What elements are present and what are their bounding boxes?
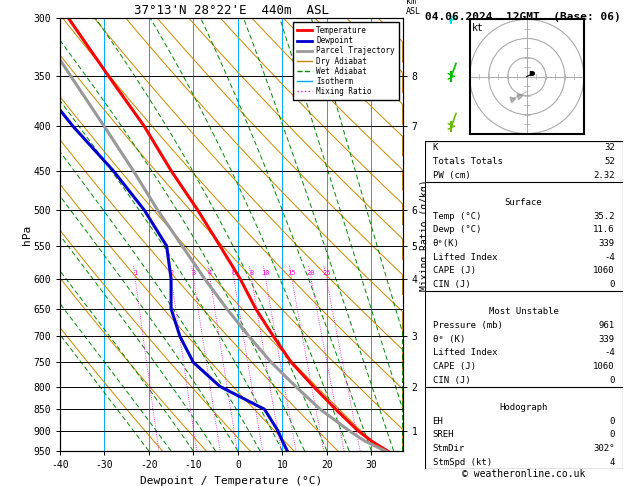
- Text: 52: 52: [604, 157, 615, 166]
- Title: 37°13'N 28°22'E  440m  ASL: 37°13'N 28°22'E 440m ASL: [133, 4, 329, 17]
- Y-axis label: Mixing Ratio (g/kg): Mixing Ratio (g/kg): [420, 179, 430, 291]
- Text: 2: 2: [169, 270, 174, 276]
- Text: Hodograph: Hodograph: [499, 403, 548, 412]
- Text: Pressure (mb): Pressure (mb): [433, 321, 503, 330]
- Text: Lifted Index: Lifted Index: [433, 253, 497, 261]
- Text: 04.06.2024  12GMT  (Base: 06): 04.06.2024 12GMT (Base: 06): [425, 12, 620, 22]
- Text: 1060: 1060: [593, 266, 615, 275]
- Text: 0: 0: [610, 417, 615, 426]
- Text: PW (cm): PW (cm): [433, 171, 470, 180]
- Text: 339: 339: [599, 239, 615, 248]
- Text: CIN (J): CIN (J): [433, 376, 470, 384]
- Text: 10: 10: [261, 270, 270, 276]
- Text: Lifted Index: Lifted Index: [433, 348, 497, 357]
- Legend: Temperature, Dewpoint, Parcel Trajectory, Dry Adiabat, Wet Adiabat, Isotherm, Mi: Temperature, Dewpoint, Parcel Trajectory…: [293, 22, 399, 100]
- Text: 4: 4: [208, 270, 212, 276]
- Text: 302°: 302°: [593, 444, 615, 453]
- Text: CAPE (J): CAPE (J): [433, 362, 476, 371]
- Text: Dewp (°C): Dewp (°C): [433, 226, 481, 234]
- Text: 0: 0: [610, 280, 615, 289]
- Text: 1060: 1060: [593, 362, 615, 371]
- Text: 25: 25: [322, 270, 331, 276]
- Text: K: K: [433, 143, 438, 152]
- Text: 6: 6: [232, 270, 236, 276]
- Text: 35.2: 35.2: [593, 211, 615, 221]
- Text: StmSpd (kt): StmSpd (kt): [433, 458, 492, 467]
- X-axis label: Dewpoint / Temperature (°C): Dewpoint / Temperature (°C): [140, 476, 322, 486]
- Text: 8: 8: [250, 270, 253, 276]
- Text: Totals Totals: Totals Totals: [433, 157, 503, 166]
- Text: θᵉ (K): θᵉ (K): [433, 335, 465, 344]
- Text: -4: -4: [604, 253, 615, 261]
- Text: 3: 3: [191, 270, 196, 276]
- Text: Surface: Surface: [505, 198, 542, 207]
- Text: SREH: SREH: [433, 430, 454, 439]
- Text: EH: EH: [433, 417, 443, 426]
- Text: 32: 32: [604, 143, 615, 152]
- Text: kt: kt: [472, 23, 484, 33]
- Text: CAPE (J): CAPE (J): [433, 266, 476, 275]
- Text: 0: 0: [610, 376, 615, 384]
- Text: km
ASL: km ASL: [406, 0, 421, 16]
- Text: CIN (J): CIN (J): [433, 280, 470, 289]
- Text: 2.32: 2.32: [593, 171, 615, 180]
- Text: 961: 961: [599, 321, 615, 330]
- Text: Temp (°C): Temp (°C): [433, 211, 481, 221]
- Text: 20: 20: [307, 270, 315, 276]
- Text: StmDir: StmDir: [433, 444, 465, 453]
- Text: 339: 339: [599, 335, 615, 344]
- Y-axis label: hPa: hPa: [22, 225, 31, 245]
- Text: Most Unstable: Most Unstable: [489, 307, 559, 316]
- Text: 15: 15: [287, 270, 296, 276]
- Text: © weatheronline.co.uk: © weatheronline.co.uk: [462, 469, 586, 479]
- Text: 1: 1: [133, 270, 137, 276]
- Text: 4: 4: [610, 458, 615, 467]
- FancyBboxPatch shape: [425, 141, 623, 469]
- Text: 0: 0: [610, 430, 615, 439]
- Text: -4: -4: [604, 348, 615, 357]
- Text: θᵉ(K): θᵉ(K): [433, 239, 459, 248]
- Text: 11.6: 11.6: [593, 226, 615, 234]
